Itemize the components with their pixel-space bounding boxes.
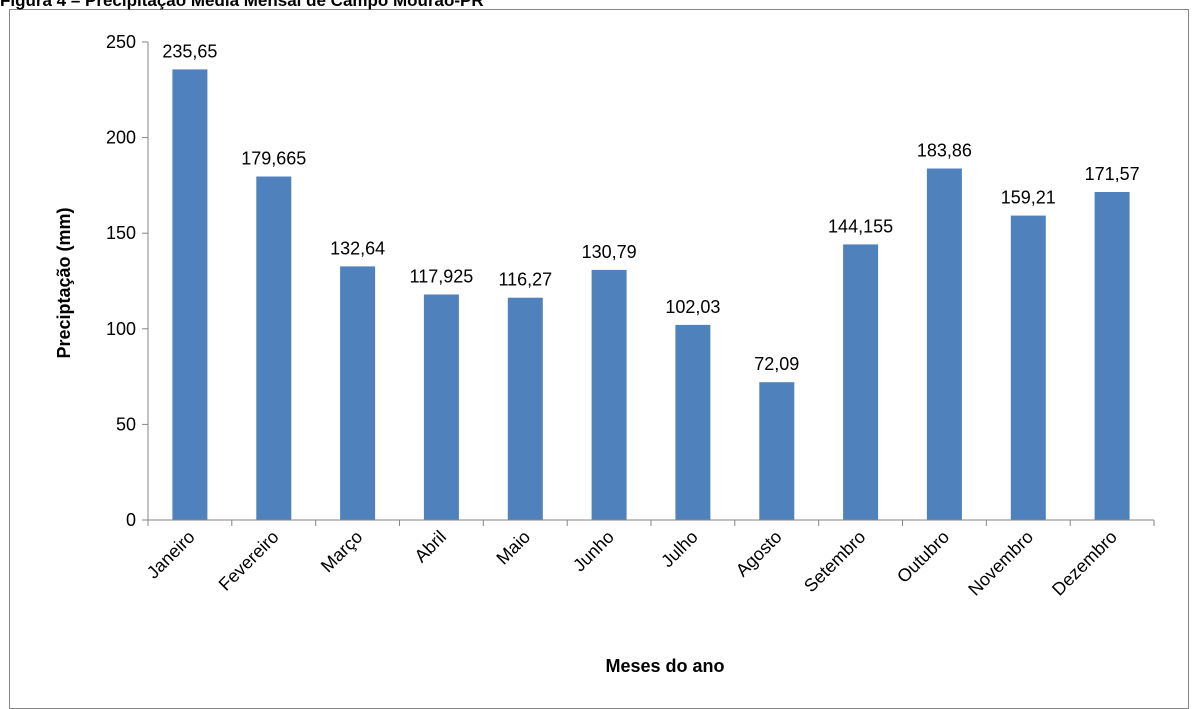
data-label: 72,09 (754, 354, 799, 374)
data-label: 235,65 (162, 41, 217, 61)
figure-caption: Figura 4 – Precipitação Média Mensal de … (0, 0, 484, 10)
data-label: 159,21 (1001, 188, 1056, 208)
y-axis-title: Preciptação (mm) (54, 207, 74, 358)
bar-julho (675, 324, 711, 520)
bar-novembro (1010, 215, 1046, 520)
y-tick-label: 250 (106, 32, 136, 52)
x-axis-title: Meses do ano (605, 656, 724, 676)
bar-dezembro (1094, 192, 1130, 520)
data-label: 144,155 (828, 216, 893, 236)
bar-junho (591, 269, 627, 520)
axes-layer (142, 41, 1155, 526)
bar-janeiro (172, 69, 208, 521)
data-label: 171,57 (1085, 164, 1140, 184)
data-label: 183,86 (917, 141, 972, 161)
y-tick-label: 100 (106, 319, 136, 339)
y-tick-label: 0 (126, 510, 136, 530)
bar-fevereiro (256, 176, 292, 520)
bar-outubro (926, 168, 962, 520)
y-tick-label: 150 (106, 223, 136, 243)
data-label: 179,665 (241, 149, 306, 169)
data-label: 117,925 (410, 267, 474, 287)
bars-layer (172, 69, 1130, 521)
data-label: 132,64 (330, 238, 385, 258)
bar-abril (423, 294, 459, 520)
bar-março (340, 266, 376, 520)
data-label: 116,27 (498, 270, 552, 290)
data-label: 102,03 (665, 297, 720, 317)
bar-maio (507, 297, 543, 520)
bar-setembro (843, 244, 879, 520)
y-tick-label: 200 (106, 128, 136, 148)
bar-agosto (759, 382, 795, 520)
data-label: 130,79 (582, 242, 637, 262)
y-tick-label: 50 (116, 414, 136, 434)
